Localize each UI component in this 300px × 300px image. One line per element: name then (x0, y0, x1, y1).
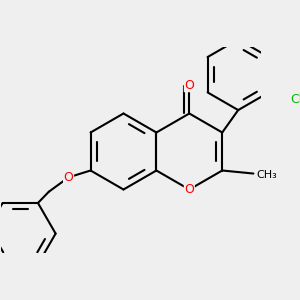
Text: O: O (184, 79, 194, 92)
Text: Cl: Cl (290, 93, 300, 106)
Text: CH₃: CH₃ (256, 169, 277, 179)
Text: O: O (64, 171, 74, 184)
Text: O: O (184, 183, 194, 196)
